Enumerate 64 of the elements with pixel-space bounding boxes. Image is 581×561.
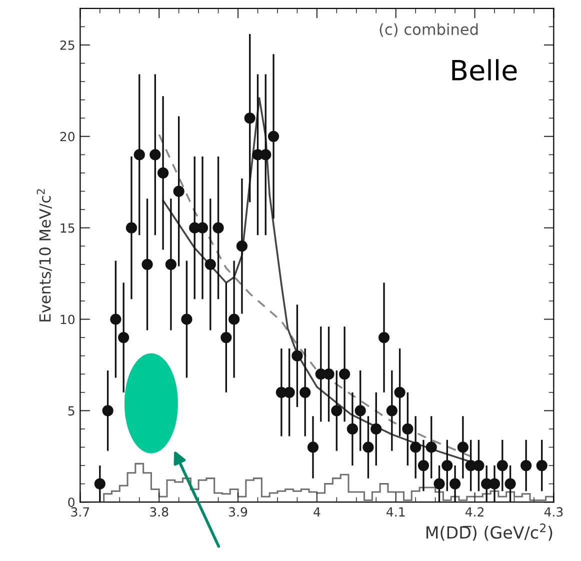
y-tick-label: 25 [60,40,74,50]
point [426,442,437,453]
point [204,258,216,270]
y-tick-label: 15 [60,223,74,233]
x-tick-label: 4 [314,507,320,516]
x-tick-label: 3.9 [229,507,248,517]
y-tick-label: 5 [68,406,74,416]
x-tick-label: 4.1 [386,507,405,516]
point [323,368,334,380]
point [496,460,508,472]
point [292,350,303,362]
y-tick-label: 0 [68,498,74,508]
point [173,186,184,197]
point [268,130,280,142]
x-tick-label: 3.7 [71,507,90,517]
point [346,423,358,435]
point [165,258,176,270]
y-tick-label: 10 [60,314,74,324]
point [142,258,153,270]
point [402,423,414,435]
point [394,386,406,398]
point [134,149,145,160]
point [212,222,224,234]
point [520,460,532,472]
point [378,332,390,344]
point [449,478,461,490]
point [118,332,130,344]
point [157,167,169,179]
point [339,368,350,380]
point [102,405,114,416]
point [110,314,122,325]
point [284,386,295,398]
y-axis-title: Events/10 MeV/c$^{2}$ [36,189,52,322]
point [331,405,342,416]
point [473,460,484,472]
annotation: Belle [452,59,517,81]
point [244,112,256,124]
point [307,442,319,453]
point [126,222,138,234]
point [370,423,382,435]
x-tick-label: 4.2 [465,507,484,516]
point [504,478,516,490]
annotation: (c) combined [380,23,478,37]
point [220,332,232,344]
y-tick-label: 20 [60,132,74,142]
point [442,460,453,472]
point [386,405,398,416]
point [236,240,248,252]
point [457,442,468,453]
x-tick-label: 4.3 [544,507,563,517]
point [260,149,272,160]
point [181,314,192,325]
point [536,460,548,472]
point [362,442,374,453]
point [300,386,311,398]
point [354,405,366,416]
point [434,478,445,490]
point [410,442,422,453]
point [94,478,106,490]
x-axis-title: M(DD̅) (GeV/c$^{2}$) [426,523,552,541]
point [150,149,161,160]
point [228,314,240,325]
point [418,460,430,472]
x-tick-label: 3.8 [150,507,168,517]
